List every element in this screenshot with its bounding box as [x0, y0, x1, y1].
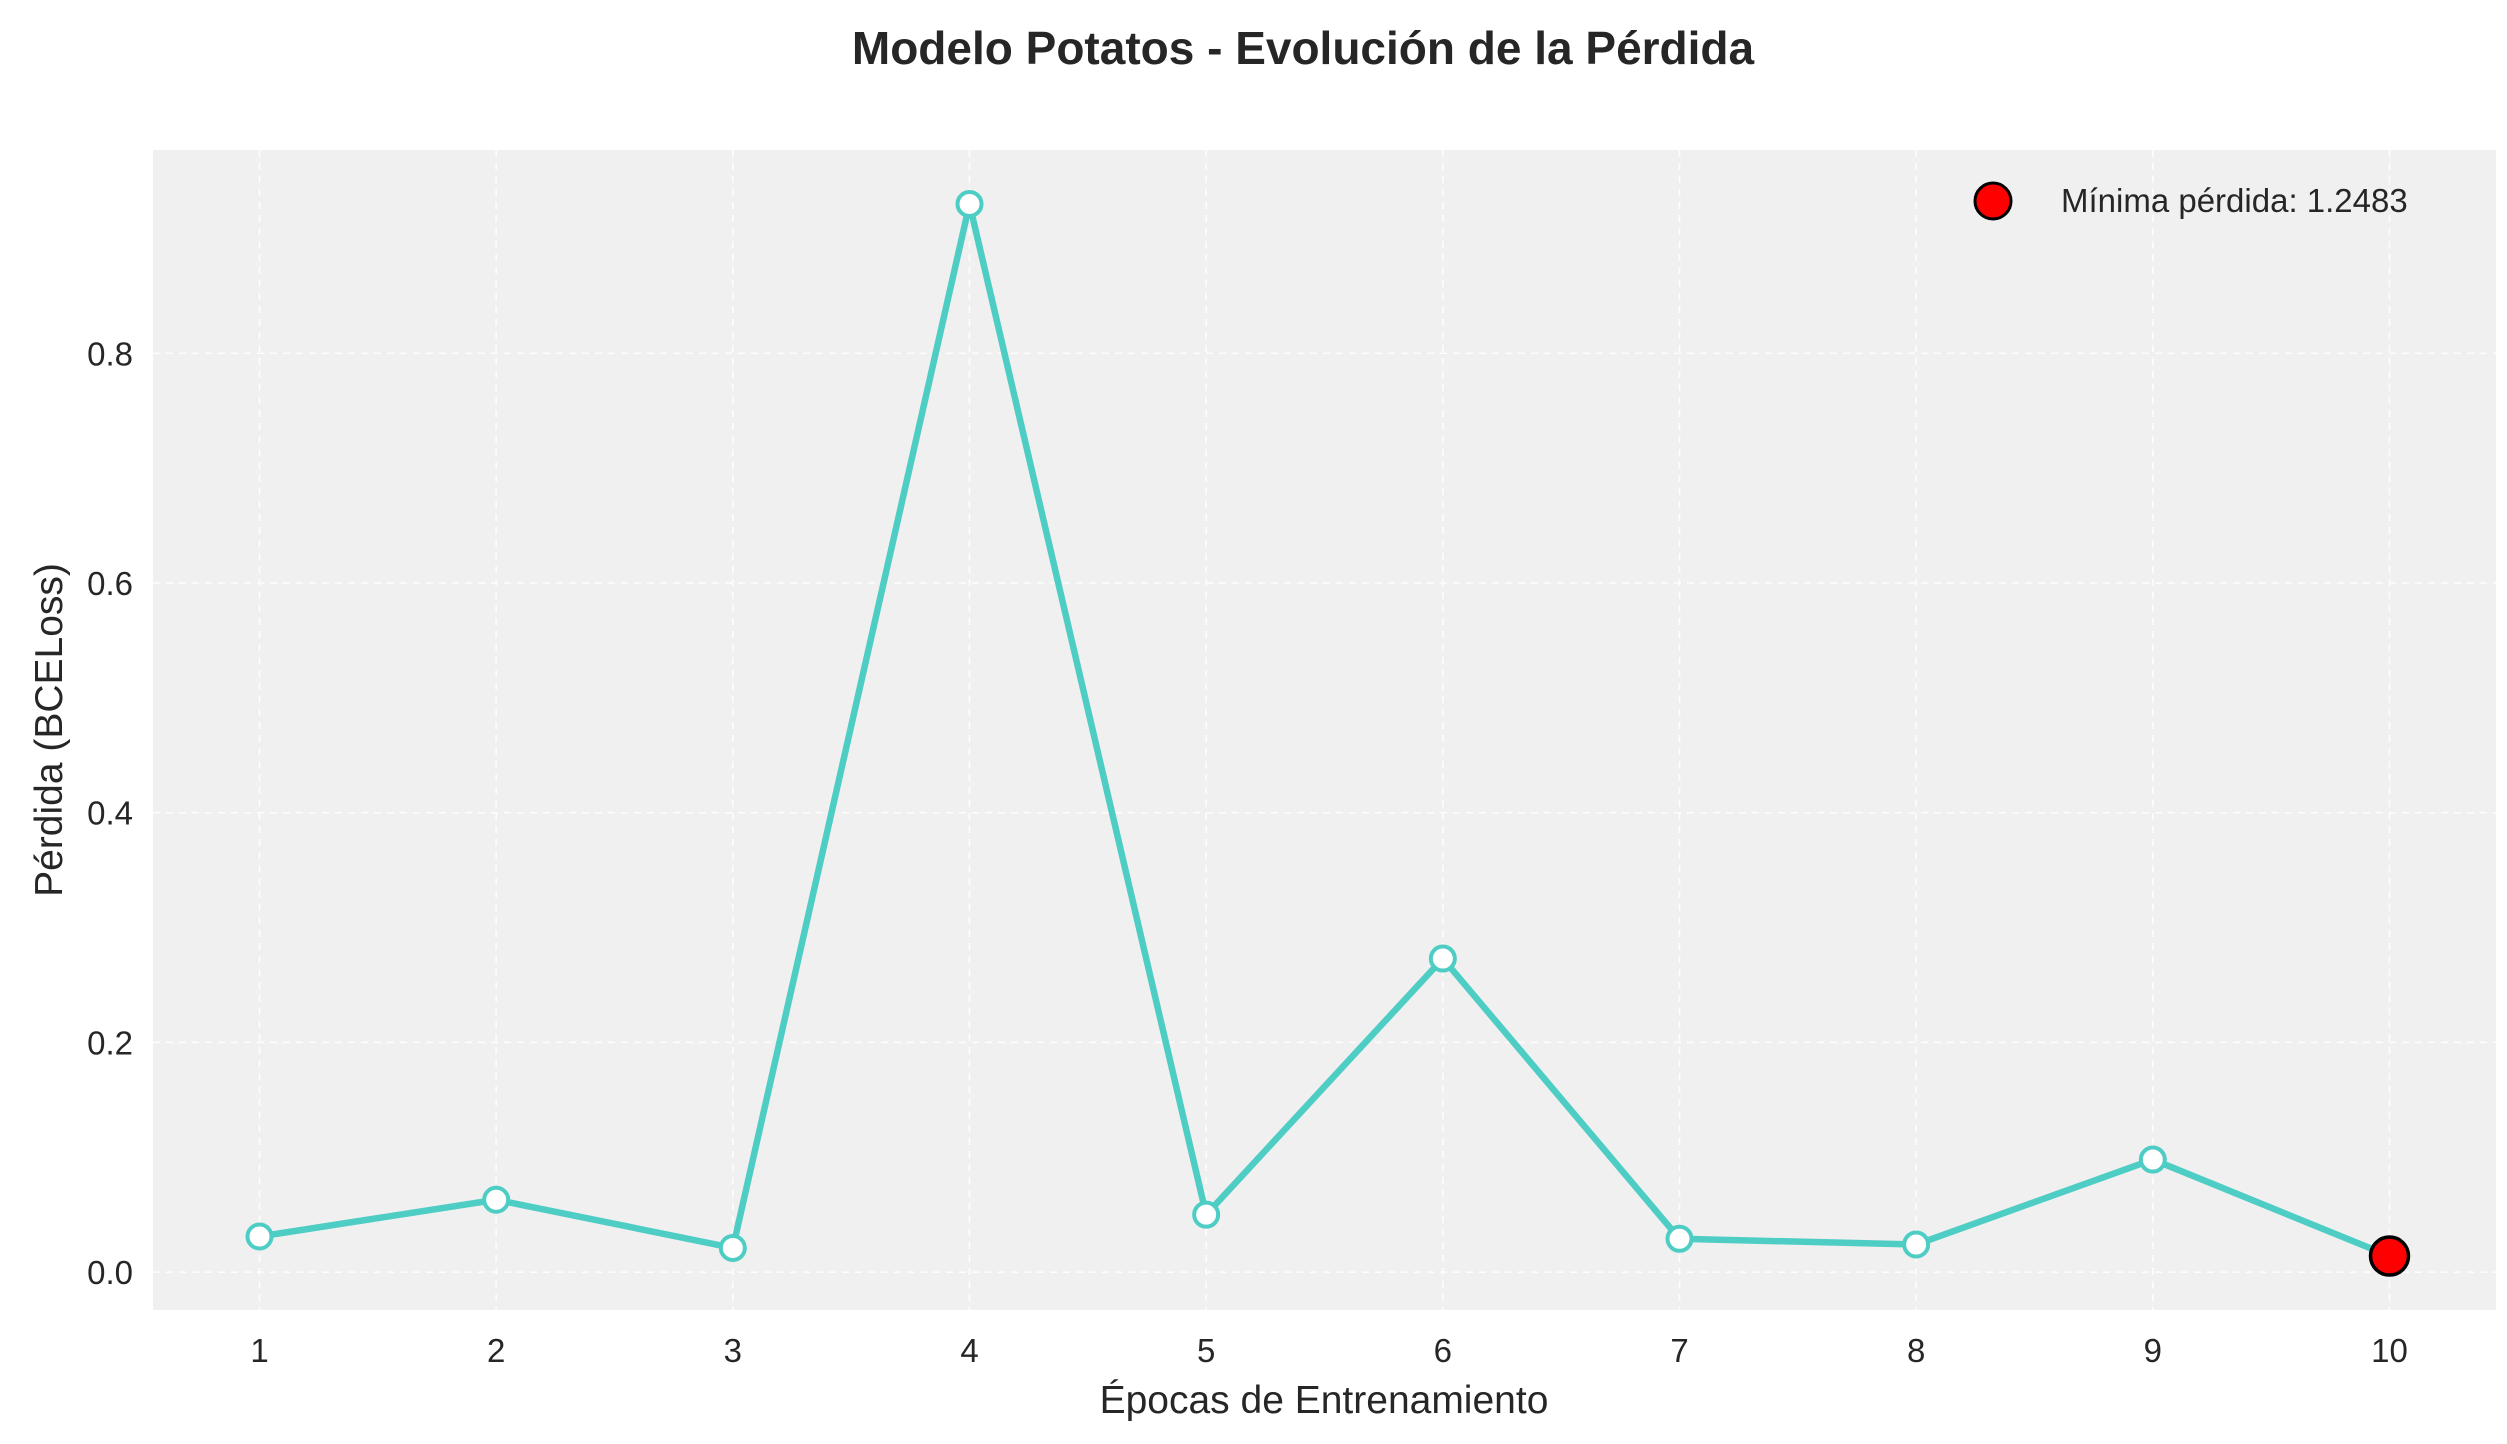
y-tick-label: 0.4: [87, 795, 133, 832]
legend-entry-min-loss: Mínima pérdida: 1.2483: [2061, 182, 2408, 219]
min-loss-highlight: [2368, 1235, 2411, 1277]
x-tick-label: 1: [250, 1332, 268, 1369]
min-loss-point: [2368, 1235, 2411, 1277]
x-tick-label: 2: [487, 1332, 505, 1369]
y-tick-label: 0.2: [87, 1024, 133, 1061]
y-axis-label: Pérdida (BCELoss): [28, 563, 71, 897]
data-point: [482, 1185, 511, 1214]
chart-title: Modelo Potatos - Evolución de la Pérdida: [852, 22, 1755, 74]
data-point: [1902, 1230, 1931, 1259]
data-point: [2138, 1145, 2167, 1174]
x-axis-label: Épocas de Entrenamiento: [1100, 1379, 1549, 1422]
x-tick-label: 8: [1907, 1332, 1925, 1369]
data-point: [718, 1233, 747, 1262]
grid-lines: [153, 150, 2496, 1310]
y-tick-label: 0.0: [87, 1254, 133, 1291]
data-point: [1428, 944, 1457, 973]
y-tick-label: 0.8: [87, 335, 133, 372]
data-point: [1192, 1200, 1221, 1229]
x-tick-label: 7: [1670, 1332, 1688, 1369]
x-tick-label: 4: [960, 1332, 978, 1369]
x-tick-label: 3: [724, 1332, 742, 1369]
x-tick-label: 5: [1197, 1332, 1215, 1369]
y-tick-label: 0.6: [87, 565, 133, 602]
x-tick-label: 6: [1434, 1332, 1452, 1369]
x-tick-label: 10: [2371, 1332, 2408, 1369]
data-point: [245, 1222, 274, 1251]
plot-area: [153, 150, 2496, 1310]
legend: Mínima pérdida: 1.2483: [1973, 181, 2408, 221]
x-axis-ticks: 1 2 3 4 5 6 7 8 9 10: [250, 1332, 2408, 1369]
x-tick-label: 9: [2144, 1332, 2162, 1369]
data-point: [1665, 1224, 1694, 1253]
legend-marker-icon: [1973, 181, 2013, 221]
y-axis-ticks: 0.0 0.2 0.4 0.6 0.8: [87, 335, 133, 1291]
data-point: [955, 189, 984, 218]
loss-line: [256, 200, 2393, 1260]
